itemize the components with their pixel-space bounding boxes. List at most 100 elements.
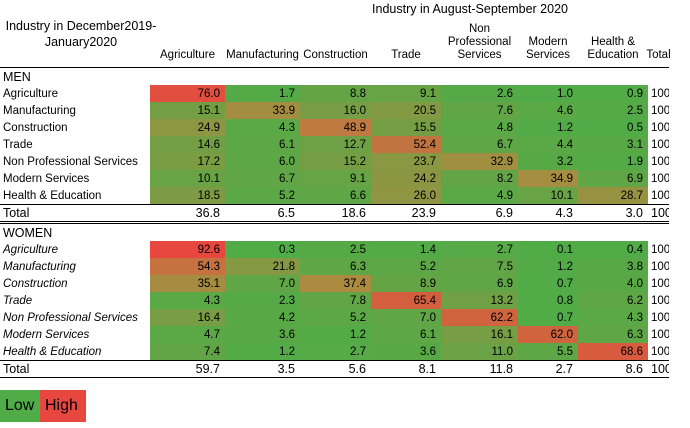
heatmap-cell: 18.5: [150, 187, 225, 205]
heatmap-cell: 9.1: [371, 85, 441, 102]
heatmap-cell: 23.7: [371, 153, 441, 170]
heatmap-cell: 6.2: [578, 292, 648, 309]
heatmap-cell: 16.4: [150, 309, 225, 326]
table-row: Non Professional Services 16.4 4.2 5.2 7.0 62…: [0, 309, 669, 326]
heatmap-cell: 3.8: [578, 258, 648, 275]
table-row: Manufacturing 15.1 33.9 16.0 20.5 7.6 4.6 2.5 10…: [0, 102, 669, 119]
heatmap-cell: 1.9: [578, 153, 648, 170]
heatmap-cell: 35.1: [150, 275, 225, 292]
row-total: 100: [651, 345, 669, 358]
heatmap-cell: 6.3: [578, 326, 648, 343]
column-header: Agriculture: [148, 49, 227, 62]
row-label: Non Professional Services: [3, 155, 138, 168]
row-total: 100: [651, 87, 669, 100]
total-value: 3.5: [225, 360, 300, 378]
heatmap-cell: 3.6: [225, 326, 300, 343]
heatmap-cell: 7.8: [300, 292, 371, 309]
table-row: Manufacturing 54.3 21.8 6.3 5.2 7.5 1.2 3.8 100: [0, 258, 669, 275]
total-value: 11.8: [441, 360, 518, 378]
heatmap-cell: 4.3: [578, 309, 648, 326]
column-header: Health & Education: [576, 36, 650, 62]
column-header-line: Services: [457, 49, 502, 61]
heatmap-cell: 0.4: [578, 241, 648, 258]
empty-cell: [518, 67, 578, 85]
empty-cell: [441, 67, 518, 85]
heatmap-cell: 0.7: [518, 309, 578, 326]
heatmap-cell: 4.6: [518, 102, 578, 119]
column-header-line: Construction: [303, 49, 368, 61]
heatmap-cell: 68.6: [578, 343, 648, 361]
row-total: 100: [651, 121, 669, 134]
heatmap-cell: 6.7: [225, 170, 300, 187]
row-total: 100: [651, 104, 669, 117]
heatmap-cell: 0.9: [578, 85, 648, 102]
empty-cell: [300, 223, 371, 241]
heatmap-cell: 16.1: [441, 326, 518, 343]
heatmap-cell: 8.2: [441, 170, 518, 187]
empty-cell: [150, 223, 225, 241]
heatmap-cell: 1.2: [300, 326, 371, 343]
heatmap-cell: 1.0: [518, 85, 578, 102]
total-label: Total: [0, 204, 150, 222]
heatmap-cell: 8.8: [300, 85, 371, 102]
legend-high: High: [40, 390, 86, 422]
row-label: Health & Education: [3, 345, 102, 358]
row-label: Agriculture: [3, 243, 58, 256]
column-header-line: Education: [587, 49, 639, 61]
total-value: 6.5: [225, 204, 300, 222]
heatmap-cell: 65.4: [371, 292, 441, 309]
heatmap-cell: 34.9: [518, 170, 578, 187]
heatmap-cell: 76.0: [150, 85, 225, 102]
heatmap-cell: 2.5: [300, 241, 371, 258]
heatmap-cell: 37.4: [300, 275, 371, 292]
heatmap-cell: 5.2: [300, 309, 371, 326]
table-row: Agriculture 92.6 0.3 2.5 1.4 2.7 0.1 0.4 100: [0, 241, 669, 258]
column-header-line: Health &: [590, 36, 636, 48]
heatmap-cell: 4.0: [578, 275, 648, 292]
column-header-line: Modern: [528, 36, 568, 48]
empty-cell: [518, 223, 578, 241]
panel-header-row: WOMEN: [0, 223, 669, 241]
empty-cell: [225, 67, 300, 85]
empty-cell: [225, 223, 300, 241]
heatmap-cell: 2.3: [225, 292, 300, 309]
heatmap-cell: 0.1: [518, 241, 578, 258]
total-value: 5.6: [300, 360, 371, 378]
heatmap-cell: 4.4: [518, 136, 578, 153]
heatmap-cell: 21.8: [225, 258, 300, 275]
heatmap-cell: 4.7: [150, 326, 225, 343]
heatmap-cell: 20.5: [371, 102, 441, 119]
men-panel: MEN Agriculture 76.0 1.7 8.8 9.1 2.6 1.0 0.9 100 M…: [0, 67, 669, 222]
heatmap-cell: 9.1: [300, 170, 371, 187]
heatmap-cell: 7.0: [225, 275, 300, 292]
row-total: 100: [651, 294, 669, 307]
empty-cell: [300, 67, 371, 85]
color-legend: Low High: [0, 390, 86, 422]
heatmap-cell: 6.7: [441, 136, 518, 153]
column-group-title: Industry in August-September 2020: [372, 2, 568, 16]
panel-header-row: MEN: [0, 67, 669, 85]
heatmap-cell: 54.3: [150, 258, 225, 275]
total-value: 23.9: [371, 204, 441, 222]
heatmap-cell: 10.1: [518, 187, 578, 205]
table-row: Construction 35.1 7.0 37.4 8.9 6.9 0.7 4.0 100: [0, 275, 669, 292]
heatmap-cell: 3.1: [578, 136, 648, 153]
heatmap-cell: 32.9: [441, 153, 518, 170]
heatmap-cell: 3.2: [518, 153, 578, 170]
column-header: Non Professional Services: [439, 23, 520, 62]
heatmap-cell: 92.6: [150, 241, 225, 258]
row-total: 100: [651, 138, 669, 151]
row-total: 100: [651, 277, 669, 290]
heatmap-cell: 1.2: [518, 258, 578, 275]
women-panel: WOMEN Agriculture 92.6 0.3 2.5 1.4 2.7 0.1 0.4 10…: [0, 223, 669, 378]
heatmap-cell: 62.2: [441, 309, 518, 326]
row-total: 100: [651, 328, 669, 341]
heatmap-cell: 6.0: [225, 153, 300, 170]
column-header: Trade: [369, 49, 443, 62]
heatmap-cell: 5.5: [518, 343, 578, 361]
heatmap-cell: 5.2: [371, 258, 441, 275]
heatmap-cell: 16.0: [300, 102, 371, 119]
table-row: Modern Services 4.7 3.6 1.2 6.1 16.1 62.0 6.3 10…: [0, 326, 669, 343]
heatmap-cell: 6.9: [441, 275, 518, 292]
